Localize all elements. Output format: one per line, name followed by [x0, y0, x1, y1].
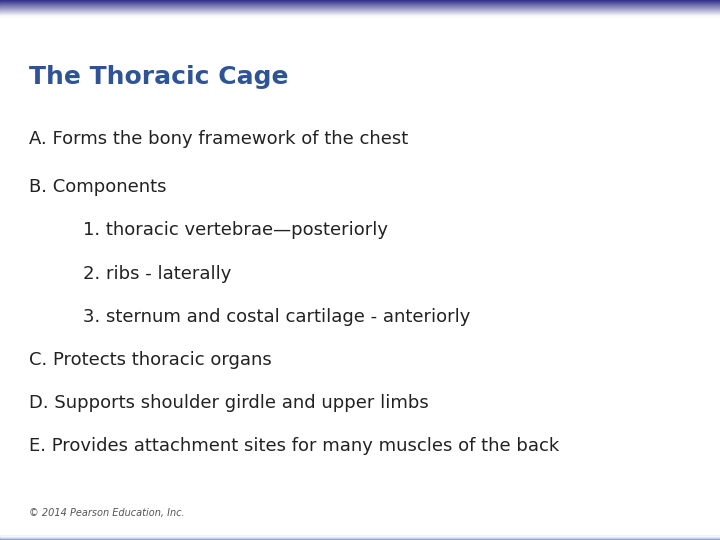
- Text: © 2014 Pearson Education, Inc.: © 2014 Pearson Education, Inc.: [29, 508, 184, 518]
- Text: 1. thoracic vertebrae—posteriorly: 1. thoracic vertebrae—posteriorly: [83, 221, 388, 239]
- Text: E. Provides attachment sites for many muscles of the back: E. Provides attachment sites for many mu…: [29, 437, 559, 455]
- Text: A. Forms the bony framework of the chest: A. Forms the bony framework of the chest: [29, 130, 408, 147]
- Text: 3. sternum and costal cartilage - anteriorly: 3. sternum and costal cartilage - anteri…: [83, 308, 470, 326]
- Text: D. Supports shoulder girdle and upper limbs: D. Supports shoulder girdle and upper li…: [29, 394, 428, 412]
- Text: 2. ribs - laterally: 2. ribs - laterally: [83, 265, 231, 282]
- Text: B. Components: B. Components: [29, 178, 166, 196]
- Text: The Thoracic Cage: The Thoracic Cage: [29, 65, 288, 89]
- Text: C. Protects thoracic organs: C. Protects thoracic organs: [29, 351, 271, 369]
